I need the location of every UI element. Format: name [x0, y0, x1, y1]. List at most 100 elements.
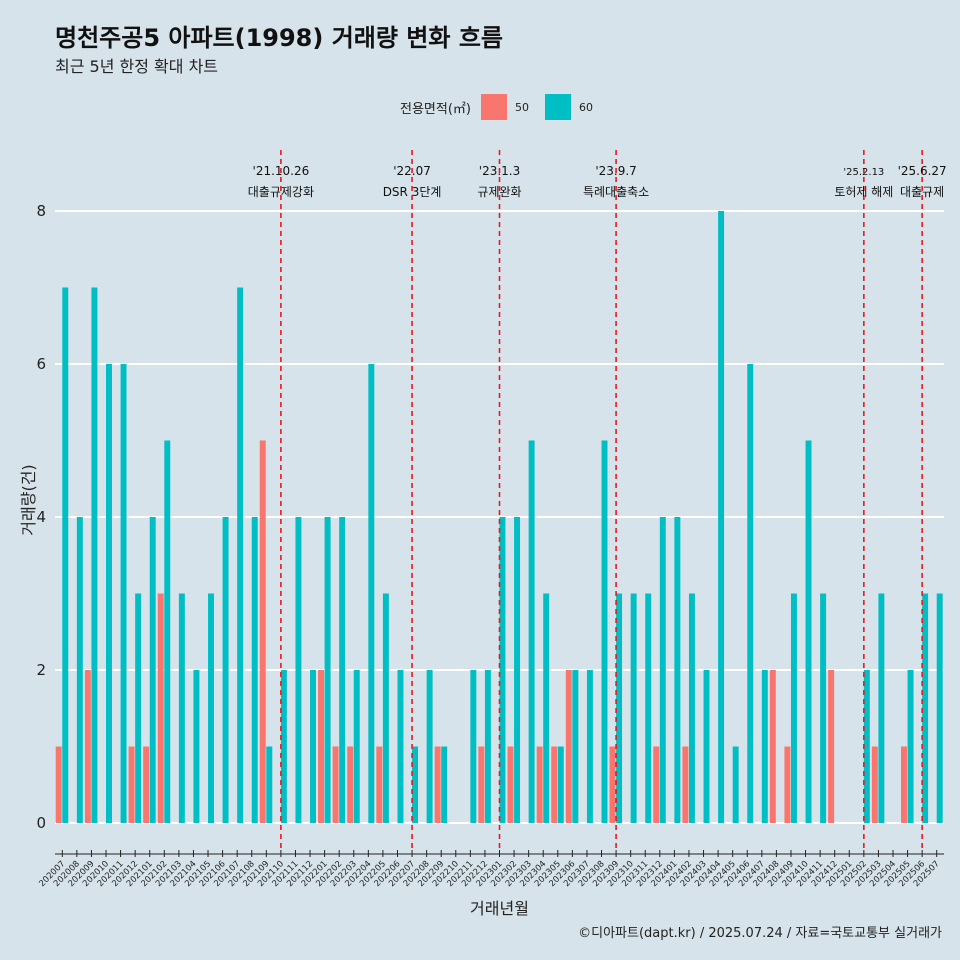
bar-202307-60	[586, 670, 593, 823]
bar-202503-60	[878, 593, 885, 823]
bar-202104-60	[193, 670, 200, 823]
chart-subtitle: 최근 5년 한정 확대 차트	[55, 57, 219, 76]
bar-202310-60	[630, 593, 637, 823]
bar-202302-60	[514, 517, 521, 823]
bar-202201-60	[324, 517, 331, 823]
bar-202102-60	[164, 440, 171, 823]
bar-202312-60	[659, 517, 666, 823]
bar-202109-50	[259, 440, 266, 823]
bar-202309-50	[609, 746, 616, 823]
bar-202205-50	[376, 746, 383, 823]
bar-202305-60	[557, 746, 564, 823]
bar-202201-50	[318, 670, 325, 823]
bar-202207-60	[412, 746, 419, 823]
bar-202203-50	[347, 746, 354, 823]
bar-202110-60	[280, 670, 287, 823]
bar-202502-60	[863, 670, 870, 823]
legend-title: 전용면적(㎡)	[400, 101, 471, 117]
event-date-5: '25.6.27	[898, 164, 947, 178]
bar-202409-50	[784, 746, 791, 823]
bar-202108-60	[251, 517, 258, 823]
bar-202202-50	[332, 746, 339, 823]
bar-202203-60	[353, 670, 360, 823]
bar-202212-60	[484, 670, 491, 823]
bar-202309-60	[616, 593, 623, 823]
bar-202303-60	[528, 440, 535, 823]
legend-label-50: 50	[514, 100, 529, 114]
y-tick-label: 0	[36, 814, 46, 832]
bar-202103-60	[178, 593, 185, 823]
event-label-0: 대출규제강화	[248, 185, 314, 199]
bar-202503-50	[871, 746, 878, 823]
bar-202112-60	[310, 670, 316, 823]
bar-202411-60	[820, 593, 827, 823]
bar-202301-60	[499, 517, 506, 823]
chart-title: 명천주공5 아파트(1998) 거래량 변화 흐름	[55, 24, 503, 52]
bar-202009-60	[91, 287, 98, 823]
bar-202204-60	[368, 364, 375, 823]
bar-202212-50	[478, 746, 485, 823]
bar-202406-60	[747, 364, 754, 823]
bar-202208-60	[426, 670, 433, 823]
bar-202304-60	[543, 593, 550, 823]
bar-202008-60	[76, 517, 83, 823]
bar-202302-50	[507, 746, 514, 823]
bar-202405-60	[732, 746, 739, 823]
event-date-4: '25.2.13	[843, 167, 884, 178]
legend: 전용면적(㎡) 50 60	[400, 93, 609, 121]
bar-202401-60	[674, 517, 681, 823]
bar-202507-60	[936, 593, 943, 823]
bar-202109-60	[266, 746, 273, 823]
bar-202306-60	[572, 670, 579, 823]
bar-202101-50	[143, 746, 150, 823]
x-axis-title: 거래년월	[470, 899, 529, 918]
source-caption: ©디아파트(dapt.kr) / 2025.07.24 / 자료=국토교통부 실…	[578, 926, 942, 941]
bar-202311-60	[645, 593, 652, 823]
bar-202007-60	[62, 287, 69, 823]
bar-202304-50	[536, 746, 543, 823]
bar-202211-60	[470, 670, 477, 823]
bar-202402-50	[682, 746, 689, 823]
bar-202106-60	[222, 517, 229, 823]
legend-key-50	[480, 94, 507, 120]
bar-202012-50	[128, 746, 135, 823]
bar-202107-60	[237, 287, 244, 823]
bar-202506-60	[922, 593, 929, 823]
bar-202505-60	[907, 670, 914, 823]
y-axis-title: 거래량(건)	[19, 464, 38, 535]
bar-202202-60	[339, 517, 346, 823]
bar-202305-50	[551, 746, 558, 823]
legend-label-60: 60	[578, 100, 593, 114]
bar-202412-50	[828, 670, 835, 823]
y-tick-label: 8	[36, 202, 46, 220]
bar-202012-60	[135, 593, 142, 823]
bar-202102-50	[157, 593, 164, 823]
event-label-1: DSR 3단계	[383, 185, 442, 199]
bar-202101-60	[149, 517, 156, 823]
event-date-0: '21.10.26	[253, 164, 310, 178]
bar-202404-60	[718, 211, 725, 823]
bar-202209-60	[441, 746, 448, 823]
event-label-2: 규제완화	[477, 185, 521, 199]
bar-202010-60	[106, 364, 112, 823]
legend-key-60	[544, 94, 571, 120]
bar-202205-60	[382, 593, 389, 823]
bar-202007-50	[55, 746, 62, 823]
event-date-2: '23.1.3	[479, 164, 520, 178]
bar-202206-60	[397, 670, 404, 823]
bar-202409-60	[790, 593, 797, 823]
event-label-3: 특례대출축소	[583, 185, 649, 199]
bar-202209-50	[434, 746, 441, 823]
bar-202009-50	[84, 670, 91, 823]
bar-202505-50	[901, 746, 907, 823]
bar-202402-60	[688, 593, 695, 823]
y-tick-label: 4	[36, 508, 46, 526]
event-label-4: 토허제 해제	[834, 185, 893, 199]
event-date-1: '22.07	[393, 164, 431, 178]
bar-202308-60	[601, 440, 608, 823]
y-tick-label: 2	[36, 661, 46, 679]
bar-202011-60	[120, 364, 127, 823]
bar-202312-50	[653, 746, 660, 823]
bar-202111-60	[295, 517, 302, 823]
